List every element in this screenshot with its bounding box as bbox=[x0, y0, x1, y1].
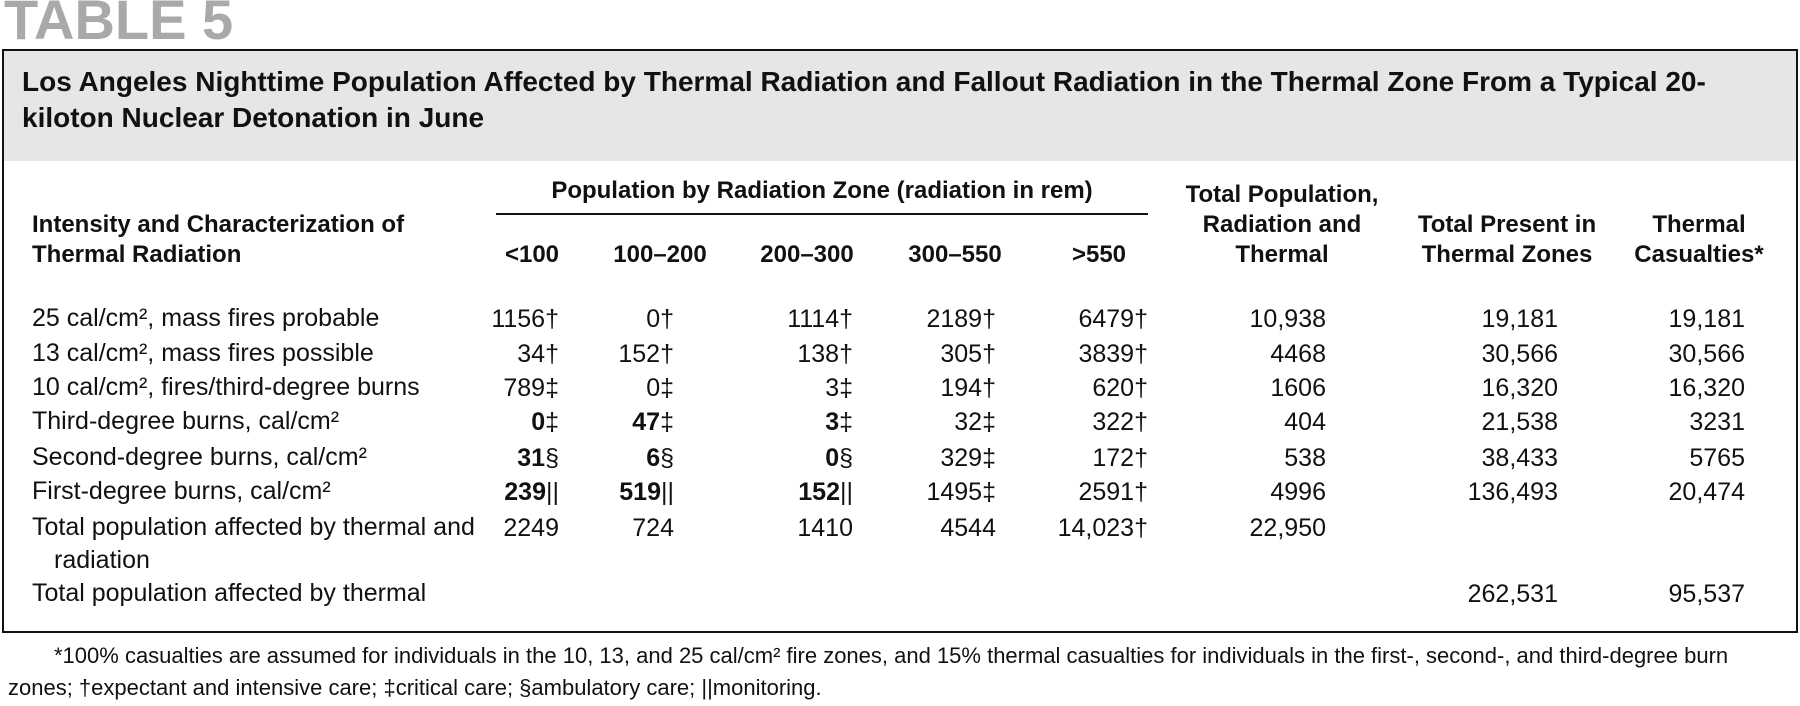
cell: 31§ bbox=[517, 444, 559, 472]
cell: 3‡ bbox=[825, 408, 853, 436]
cell: 0§ bbox=[825, 444, 853, 472]
cell: 1606 bbox=[1270, 374, 1326, 402]
cell: 1410 bbox=[797, 514, 853, 542]
cell: 30,566 bbox=[1481, 340, 1558, 368]
cell: 305† bbox=[940, 340, 996, 368]
row-label: Total population affected by thermal bbox=[32, 579, 427, 607]
cell: 20,474 bbox=[1668, 478, 1745, 506]
cell: 4468 bbox=[1270, 340, 1326, 368]
column-header: 200–300 bbox=[760, 241, 854, 268]
row-label: 25 cal/cm², mass fires probable bbox=[32, 304, 380, 332]
column-header: Total Present in Thermal Zones bbox=[1417, 211, 1597, 268]
column-header: <100 bbox=[504, 241, 560, 268]
cell: 724 bbox=[632, 514, 674, 542]
cell: 789‡ bbox=[503, 374, 559, 402]
cell: 4996 bbox=[1270, 478, 1326, 506]
cell: 138† bbox=[797, 340, 853, 368]
cell: 194† bbox=[940, 374, 996, 402]
cell: 34† bbox=[517, 340, 559, 368]
cell: 239|| bbox=[504, 478, 559, 506]
column-header: 300–550 bbox=[908, 241, 1002, 268]
cell: 19,181 bbox=[1668, 305, 1745, 333]
cell: 2189† bbox=[926, 305, 996, 333]
cell: 16,320 bbox=[1668, 374, 1745, 402]
cell: 6§ bbox=[646, 444, 674, 472]
column-header: Thermal Casualties* bbox=[1634, 211, 1764, 268]
cell: 6479† bbox=[1078, 305, 1148, 333]
cell: 1114† bbox=[787, 305, 853, 333]
row-label: 10 cal/cm², fires/third-degree burns bbox=[32, 373, 420, 401]
cell: 3839† bbox=[1078, 340, 1148, 368]
column-header: 100–200 bbox=[613, 241, 707, 268]
cell: 3‡ bbox=[825, 374, 853, 402]
cell: 1495‡ bbox=[926, 478, 996, 506]
cell: 262,531 bbox=[1467, 580, 1558, 608]
cell: 404 bbox=[1284, 408, 1326, 436]
cell: 322† bbox=[1092, 408, 1148, 436]
group-header: Population by Radiation Zone (radiation … bbox=[551, 177, 1093, 204]
cell: 30,566 bbox=[1668, 340, 1745, 368]
cell: 21,538 bbox=[1481, 408, 1558, 436]
cell: 2591† bbox=[1078, 478, 1148, 506]
row-label: 13 cal/cm², mass fires possible bbox=[32, 339, 374, 367]
column-header: Total Population, Radiation and Thermal bbox=[1185, 181, 1379, 268]
cell: 38,433 bbox=[1481, 444, 1558, 472]
cell: 0† bbox=[646, 305, 674, 333]
cell: 22,950 bbox=[1249, 514, 1326, 542]
cell: 1156† bbox=[491, 305, 559, 333]
cell: 32‡ bbox=[954, 408, 996, 436]
footnote: *100% casualties are assumed for individ… bbox=[8, 643, 1729, 700]
cell: 10,938 bbox=[1249, 305, 1326, 333]
cell: 152† bbox=[618, 340, 674, 368]
cell: 16,320 bbox=[1481, 374, 1558, 402]
cell: 172† bbox=[1092, 444, 1148, 472]
cell: 0‡ bbox=[646, 374, 674, 402]
group-rule bbox=[496, 213, 1148, 215]
title-band bbox=[4, 51, 1796, 161]
cell: 14,023† bbox=[1057, 514, 1148, 542]
cell: 620† bbox=[1092, 374, 1148, 402]
cell: 5765 bbox=[1689, 444, 1745, 472]
table-label: TABLE 5 bbox=[4, 0, 234, 51]
cell: 3231 bbox=[1689, 408, 1745, 436]
cell: 4544 bbox=[940, 514, 996, 542]
cell: 329‡ bbox=[940, 444, 996, 472]
row-label: Second-degree burns, cal/cm² bbox=[32, 443, 367, 471]
column-header: >550 bbox=[1071, 241, 1127, 268]
cell: 19,181 bbox=[1481, 305, 1558, 333]
cell: 519|| bbox=[619, 478, 674, 506]
cell: 47‡ bbox=[632, 408, 674, 436]
cell: 0‡ bbox=[531, 408, 559, 436]
row-label: Third-degree burns, cal/cm² bbox=[32, 407, 340, 435]
cell: 152|| bbox=[798, 478, 853, 506]
row-label-header: Intensity and Characterization of Therma… bbox=[32, 211, 405, 268]
table-title: Los Angeles Nighttime Population Affecte… bbox=[22, 66, 1706, 133]
table-frame bbox=[2, 49, 1798, 633]
row-label: Total population affected by thermal and… bbox=[32, 513, 475, 574]
cell: 538 bbox=[1284, 444, 1326, 472]
cell: 95,537 bbox=[1668, 580, 1745, 608]
cell: 136,493 bbox=[1467, 478, 1558, 506]
row-label: First-degree burns, cal/cm² bbox=[32, 477, 331, 505]
cell: 2249 bbox=[503, 514, 559, 542]
